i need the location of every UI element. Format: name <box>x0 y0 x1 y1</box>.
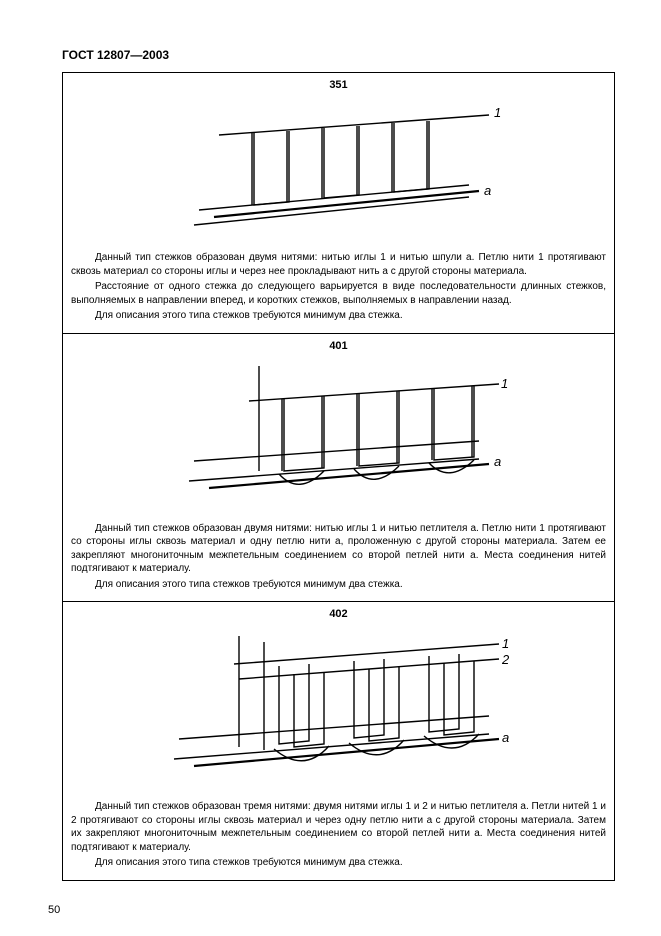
paragraph: Данный тип стежков образован двумя нитям… <box>71 522 606 576</box>
page: ГОСТ 12807—2003 351 <box>0 0 661 936</box>
paragraph: Данный тип стежков образован двумя нитям… <box>71 251 606 278</box>
label-a: a <box>484 183 491 198</box>
label-a: a <box>502 730 509 745</box>
diagram-401: 1 a <box>71 356 606 516</box>
label-1: 1 <box>502 636 509 651</box>
paragraph: Для описания этого типа стежков требуютс… <box>71 578 606 592</box>
paragraph: Данный тип стежков образован тремя нитям… <box>71 800 606 854</box>
section-401: 401 <box>63 334 614 603</box>
label-a: a <box>494 454 501 469</box>
section-402-desc: Данный тип стежков образован тремя нитям… <box>71 800 606 870</box>
paragraph: Для описания этого типа стежков требуютс… <box>71 309 606 323</box>
label-2: 2 <box>501 652 510 667</box>
label-1: 1 <box>501 376 508 391</box>
page-number: 50 <box>48 904 60 916</box>
section-351: 351 <box>63 73 614 334</box>
section-402: 402 <box>63 602 614 880</box>
section-number: 351 <box>71 79 606 91</box>
paragraph: Расстояние от одного стежка до следующег… <box>71 280 606 307</box>
section-401-desc: Данный тип стежков образован двумя нитям… <box>71 522 606 592</box>
section-351-desc: Данный тип стежков образован двумя нитям… <box>71 251 606 323</box>
diagram-402: 1 2 a <box>71 624 606 794</box>
section-number: 402 <box>71 608 606 620</box>
doc-header: ГОСТ 12807—2003 <box>62 48 613 62</box>
paragraph: Для описания этого типа стежков требуютс… <box>71 856 606 870</box>
section-number: 401 <box>71 340 606 352</box>
content-frame: 351 <box>62 72 615 881</box>
label-1: 1 <box>494 105 501 120</box>
diagram-351: 1 a <box>71 95 606 245</box>
